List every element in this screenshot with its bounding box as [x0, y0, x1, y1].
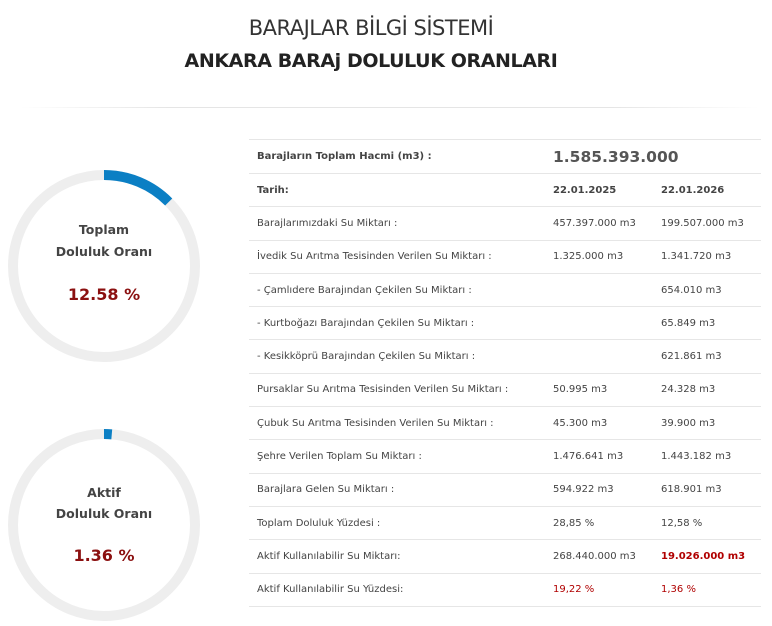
row-value-2: 24.328 m3: [653, 372, 761, 407]
row-value-1: 45.300 m3: [545, 406, 653, 440]
row-label: - Kurtboğazı Barajından Çekilen Su Mikta…: [249, 306, 545, 340]
row-value-1: 457.397.000 m3: [545, 206, 653, 241]
table-row: Barajlara Gelen Su Miktarı : 594.922 m3 …: [249, 472, 761, 507]
gauge-label-line1: Toplam: [78, 222, 130, 237]
header-divider: [20, 107, 760, 108]
row-value-1: [545, 306, 653, 340]
date-col-2: 22.01.2026: [653, 172, 761, 207]
table-row: İvedik Su Arıtma Tesisinden Verilen Su M…: [249, 239, 761, 274]
row-value-2: 654.010 m3: [653, 272, 761, 307]
row-label: Çubuk Su Arıtma Tesisinden Verilen Su Mi…: [249, 406, 545, 440]
table-row: - Çamlıdere Barajından Çekilen Su Miktar…: [249, 272, 761, 307]
row-label: Aktif Kullanılabilir Su Yüzdesi:: [249, 572, 545, 607]
row-value-2: 621.861 m3: [653, 339, 761, 374]
total-volume-value: 1.585.393.000: [545, 139, 761, 174]
table-row: Çubuk Su Arıtma Tesisinden Verilen Su Mi…: [249, 406, 761, 440]
date-row: Tarih: 22.01.2025 22.01.2026: [249, 172, 761, 207]
row-value-2: 199.507.000 m3: [653, 206, 761, 241]
row-value-1: 594.922 m3: [545, 472, 653, 507]
gauge-fill-arc: [8, 170, 200, 362]
date-col-1: 22.01.2025: [545, 172, 653, 207]
row-label: Toplam Doluluk Yüzdesi :: [249, 505, 545, 540]
dam-data-table: Barajların Toplam Hacmi (m3) : 1.585.393…: [249, 139, 761, 607]
row-value-2: 1,36 %: [653, 572, 761, 607]
gauge-value: 1.36 %: [73, 546, 135, 565]
gauge-value: 12.58 %: [67, 285, 141, 304]
row-value-1: [545, 339, 653, 374]
row-label: Barajlarımızdaki Su Miktarı :: [249, 206, 545, 241]
table-row: Aktif Kullanılabilir Su Yüzdesi: 19,22 %…: [249, 572, 761, 607]
total-volume-row: Barajların Toplam Hacmi (m3) : 1.585.393…: [249, 139, 761, 174]
table-row: Barajlarımızdaki Su Miktarı : 457.397.00…: [249, 206, 761, 241]
row-value-1: 50.995 m3: [545, 372, 653, 407]
row-label: Pursaklar Su Arıtma Tesisinden Verilen S…: [249, 372, 545, 407]
row-label: İvedik Su Arıtma Tesisinden Verilen Su M…: [249, 239, 545, 274]
page-subtitle: ANKARA BARAj DOLULUK ORANLARI: [184, 50, 558, 72]
row-value-2: 39.900 m3: [653, 406, 761, 440]
total-fill-ring: [8, 170, 200, 362]
row-value-1: 1.325.000 m3: [545, 239, 653, 274]
table-row: Şehre Verilen Toplam Su Miktarı : 1.476.…: [249, 439, 761, 474]
row-value-2: 19.026.000 m3: [653, 539, 761, 574]
page-title: BARAJLAR BİLGİ SİSTEMİ: [248, 16, 494, 40]
active-fill-ring: [8, 429, 200, 621]
gauge-label-line2: Doluluk Oranı: [55, 506, 153, 521]
row-value-2: 1.341.720 m3: [653, 239, 761, 274]
table-row: - Kesikköprü Barajından Çekilen Su Mikta…: [249, 339, 761, 374]
row-label: - Kesikköprü Barajından Çekilen Su Mikta…: [249, 339, 545, 374]
row-label: Aktif Kullanılabilir Su Miktarı:: [249, 539, 545, 574]
date-label: Tarih:: [249, 172, 545, 207]
gauge-label-line1: Aktif: [87, 485, 121, 500]
table-row: Pursaklar Su Arıtma Tesisinden Verilen S…: [249, 372, 761, 407]
total-volume-label: Barajların Toplam Hacmi (m3) :: [249, 139, 545, 174]
row-value-2: 65.849 m3: [653, 306, 761, 340]
gauge-track: [8, 429, 200, 621]
row-value-2: 1.443.182 m3: [653, 439, 761, 474]
table-row: Toplam Doluluk Yüzdesi : 28,85 % 12,58 %: [249, 505, 761, 540]
row-label: Şehre Verilen Toplam Su Miktarı :: [249, 439, 545, 474]
table-row: - Kurtboğazı Barajından Çekilen Su Mikta…: [249, 306, 761, 340]
row-value-2: 12,58 %: [653, 505, 761, 540]
gauge-fill-arc: [8, 429, 200, 621]
gauge-label-line2: Doluluk Oranı: [55, 244, 153, 259]
row-value-1: 268.440.000 m3: [545, 539, 653, 574]
row-value-1: [545, 272, 653, 307]
total-fill-gauge: Toplam Doluluk Oranı 12.58 %: [7, 169, 201, 363]
row-value-1: 19,22 %: [545, 572, 653, 607]
row-value-1: 28,85 %: [545, 505, 653, 540]
row-label: - Çamlıdere Barajından Çekilen Su Miktar…: [249, 272, 545, 307]
table-row: Aktif Kullanılabilir Su Miktarı: 268.440…: [249, 539, 761, 574]
row-label: Barajlara Gelen Su Miktarı :: [249, 472, 545, 507]
row-value-1: 1.476.641 m3: [545, 439, 653, 474]
row-value-2: 618.901 m3: [653, 472, 761, 507]
active-fill-gauge: Aktif Doluluk Oranı 1.36 %: [7, 428, 201, 622]
